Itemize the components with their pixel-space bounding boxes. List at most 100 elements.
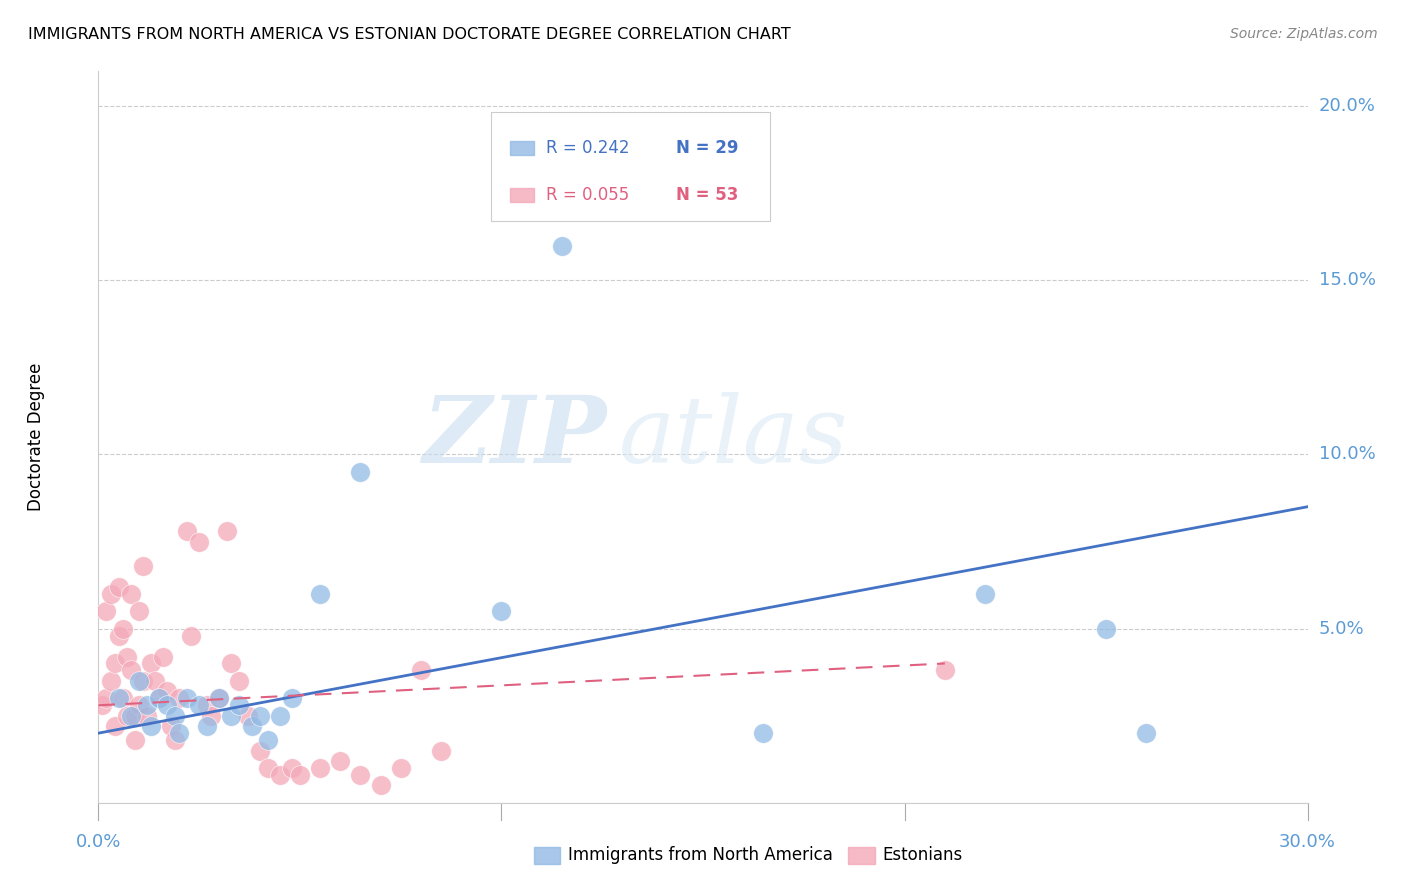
Point [221, 657, 243, 671]
FancyBboxPatch shape [509, 188, 534, 202]
Point [132, 673, 155, 688]
Point [934, 664, 956, 678]
Point [139, 719, 162, 733]
Point [309, 761, 332, 775]
Point [120, 708, 142, 723]
Point [163, 708, 186, 723]
Point [124, 708, 146, 723]
Point [228, 698, 250, 713]
Point [221, 708, 243, 723]
Point [389, 761, 412, 775]
Point [115, 708, 138, 723]
Point [120, 587, 142, 601]
Text: 20.0%: 20.0% [1319, 97, 1375, 115]
Text: N = 53: N = 53 [676, 186, 738, 204]
Point [491, 604, 513, 618]
Text: R = 0.242: R = 0.242 [546, 139, 630, 157]
Text: 0.0%: 0.0% [76, 833, 121, 851]
Point [128, 698, 150, 713]
Point [156, 698, 179, 713]
Point [107, 691, 129, 706]
Point [188, 534, 211, 549]
Point [167, 726, 190, 740]
Point [195, 698, 218, 713]
Text: 15.0%: 15.0% [1319, 271, 1375, 289]
Point [107, 629, 129, 643]
Point [752, 726, 775, 740]
Text: Immigrants from North America: Immigrants from North America [568, 847, 832, 864]
Text: 5.0%: 5.0% [1319, 620, 1364, 638]
Point [1095, 622, 1118, 636]
Point [309, 587, 332, 601]
Point [115, 649, 138, 664]
Point [269, 768, 291, 782]
Point [111, 691, 134, 706]
Text: Source: ZipAtlas.com: Source: ZipAtlas.com [1230, 27, 1378, 41]
Point [256, 733, 278, 747]
Point [176, 524, 198, 538]
Text: ZIP: ZIP [422, 392, 606, 482]
Point [188, 698, 211, 713]
Point [551, 238, 574, 252]
Point [974, 587, 997, 601]
Point [167, 691, 190, 706]
Point [135, 708, 157, 723]
Point [370, 778, 392, 792]
Text: atlas: atlas [619, 392, 848, 482]
Point [148, 691, 170, 706]
Point [163, 733, 186, 747]
Point [103, 657, 125, 671]
Point [111, 622, 134, 636]
Text: Doctorate Degree: Doctorate Degree [27, 363, 45, 511]
Point [329, 754, 352, 768]
Point [349, 465, 371, 479]
Point [124, 733, 146, 747]
Point [228, 673, 250, 688]
Point [281, 761, 304, 775]
Point [107, 580, 129, 594]
Point [208, 691, 231, 706]
Point [148, 691, 170, 706]
Point [91, 698, 114, 713]
Text: 10.0%: 10.0% [1319, 445, 1375, 464]
Point [120, 664, 142, 678]
Point [409, 664, 432, 678]
FancyBboxPatch shape [848, 847, 875, 863]
Point [208, 691, 231, 706]
Point [236, 708, 259, 723]
Text: Estonians: Estonians [882, 847, 962, 864]
Text: 30.0%: 30.0% [1279, 833, 1336, 851]
Point [132, 558, 155, 573]
Point [100, 587, 122, 601]
Point [128, 673, 150, 688]
Point [143, 673, 166, 688]
Point [96, 604, 118, 618]
FancyBboxPatch shape [534, 847, 561, 863]
Point [256, 761, 278, 775]
Point [240, 719, 263, 733]
Text: IMMIGRANTS FROM NORTH AMERICA VS ESTONIAN DOCTORATE DEGREE CORRELATION CHART: IMMIGRANTS FROM NORTH AMERICA VS ESTONIA… [28, 27, 790, 42]
Point [135, 698, 157, 713]
Point [217, 524, 239, 538]
Point [156, 684, 179, 698]
Point [249, 708, 271, 723]
Point [103, 719, 125, 733]
Point [281, 691, 304, 706]
Point [152, 649, 174, 664]
Point [160, 719, 183, 733]
Point [1135, 726, 1157, 740]
Point [288, 768, 311, 782]
Point [195, 719, 218, 733]
FancyBboxPatch shape [492, 112, 769, 221]
Point [176, 691, 198, 706]
Point [430, 743, 453, 757]
Point [128, 604, 150, 618]
Text: R = 0.055: R = 0.055 [546, 186, 628, 204]
Point [180, 629, 202, 643]
Point [100, 673, 122, 688]
Point [269, 708, 291, 723]
Point [349, 768, 371, 782]
Point [711, 186, 734, 201]
FancyBboxPatch shape [509, 141, 534, 155]
Point [249, 743, 271, 757]
